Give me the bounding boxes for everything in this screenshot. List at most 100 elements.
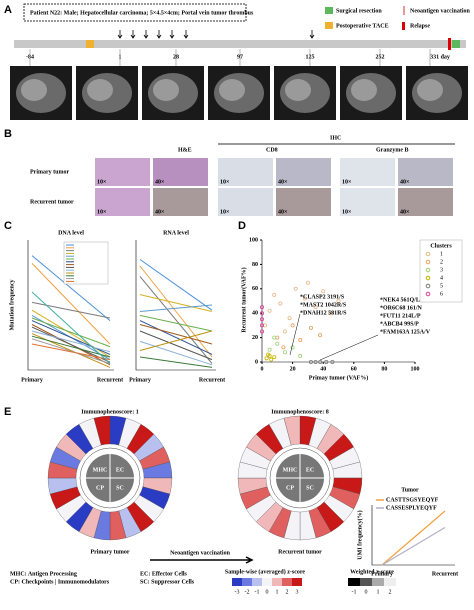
x-tick-label: 100 [411, 366, 420, 372]
scale-tick: -1 [255, 589, 260, 595]
point [269, 357, 274, 362]
mutation-line [31, 330, 111, 353]
mutation-line [139, 265, 213, 358]
point [324, 359, 329, 364]
point [281, 345, 286, 350]
scale-tick: 3 [296, 589, 299, 595]
x-label: Primay tumor (VAF%) [309, 374, 368, 381]
annotation: *CLASP2 3191/S [300, 294, 345, 300]
point [272, 292, 277, 297]
mutation-line [31, 326, 111, 363]
scale [282, 578, 292, 586]
scale [384, 578, 396, 586]
annotation: *OR6C68 161/N [380, 305, 423, 311]
x-tick-label: 40 [320, 366, 326, 372]
scale-tick: 1 [377, 589, 380, 595]
icon [402, 22, 405, 30]
scale-tick: 0 [266, 589, 269, 595]
mri [285, 79, 311, 101]
point [330, 359, 335, 364]
arrow [183, 30, 189, 39]
mutation-line [139, 314, 213, 332]
annotation: *DNAH12 581R/S [300, 310, 347, 316]
magnification: 10× [342, 209, 351, 215]
x-label: Primary [129, 377, 151, 383]
micrograph [398, 158, 453, 186]
point [282, 350, 287, 355]
legend-marker [425, 259, 431, 265]
sample: Recurrent tumor [278, 549, 322, 555]
y-label: Recurrent tumor(VAF%) [240, 267, 247, 332]
title: Tumor [401, 487, 419, 493]
scale-tick: 1 [276, 589, 279, 595]
scale-title: Sample-wise (averaged) z-score [225, 568, 306, 575]
wedge [93, 415, 111, 446]
legend: Postoperative TACE [336, 23, 389, 29]
arrow [169, 30, 175, 39]
panel-label: A [4, 4, 12, 16]
point [267, 308, 272, 313]
legend-title: Clusters [430, 243, 452, 249]
day: 331 day [430, 54, 450, 60]
legend: Surgical resection [336, 8, 382, 14]
mutation-line [139, 294, 213, 312]
row-label: Primary tumor [30, 169, 69, 175]
mutation-line [31, 255, 111, 321]
scale [232, 578, 242, 586]
scale-tick: 2 [286, 589, 289, 595]
quadrant: EC [116, 467, 124, 473]
mri [21, 79, 47, 101]
scale-tick: -1 [352, 589, 357, 595]
panel-label: B [4, 128, 12, 140]
row-label: Recurrent tumor [30, 199, 74, 205]
patient-box [23, 3, 247, 22]
point [278, 301, 283, 306]
legend: 5 [440, 283, 443, 289]
mutation-line [139, 330, 213, 361]
key: EC: Effector Cells [140, 571, 188, 577]
scale [242, 578, 252, 586]
micrograph [398, 188, 453, 216]
magnification: 10× [342, 179, 351, 185]
patient: Patient N22: Male; Hepatocellular carcin… [30, 10, 254, 16]
mutation-line [139, 330, 213, 351]
sample: Primary tumor [90, 549, 129, 555]
annotation: *NEK4 561Q/L [380, 297, 420, 303]
magnification: 10× [220, 209, 229, 215]
magnification: 40× [278, 179, 287, 185]
legend: 6 [440, 291, 443, 297]
icon [325, 22, 333, 29]
micrograph [153, 158, 208, 186]
title: RNA level [163, 230, 189, 236]
pointer [319, 334, 379, 361]
point [272, 335, 277, 340]
point [259, 317, 264, 322]
legend-marker [425, 283, 431, 289]
x-label: Recurrent [199, 377, 225, 383]
title: Immunophenoscore: 8 [271, 409, 328, 415]
point [321, 289, 326, 294]
magnification: 40× [400, 209, 409, 215]
mutation-line [31, 343, 111, 361]
legend: CASSESPLYEQYF [386, 505, 437, 511]
panel-label: C [4, 220, 12, 232]
point [259, 311, 264, 316]
title: Immunophenoscore: 1 [81, 409, 138, 415]
micrograph [153, 188, 208, 216]
y-tick-label: 40 [252, 311, 258, 317]
micrograph [95, 188, 150, 216]
y-tick-label: 0 [255, 359, 258, 365]
micrograph [218, 158, 273, 186]
point [313, 359, 318, 364]
scale [292, 578, 302, 586]
point [298, 338, 303, 343]
mutation-line [31, 320, 111, 355]
point [272, 355, 277, 360]
mri [219, 79, 245, 101]
point [259, 305, 264, 310]
arrow-label: Neoantigen vaccination [170, 550, 230, 556]
point [275, 341, 280, 346]
panel-label: D [238, 220, 246, 232]
magnification: 10× [220, 179, 229, 185]
mutation-line [31, 291, 111, 364]
